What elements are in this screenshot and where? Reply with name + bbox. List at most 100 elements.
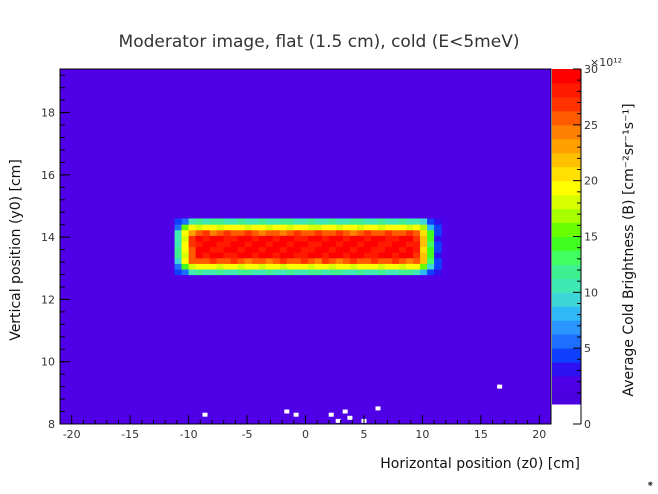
- heatmap-cell: [293, 240, 302, 248]
- heatmap-cell: [321, 235, 330, 242]
- heatmap-cell: [392, 246, 400, 253]
- heatmap-cell: [370, 224, 379, 231]
- heatmap-cell: [370, 229, 379, 236]
- heatmap-cell: [363, 268, 372, 276]
- heatmap-cell: [258, 246, 267, 253]
- heatmap-cell: [420, 218, 428, 225]
- heatmap-cell: [223, 257, 232, 264]
- heatmap-cell: [363, 257, 372, 264]
- heatmap-cell: [286, 235, 295, 242]
- heatmap-cell: [434, 252, 442, 259]
- empty-cell: [328, 412, 334, 417]
- heatmap-cell: [188, 235, 197, 242]
- colorbar-step: [552, 166, 581, 182]
- heatmap-cell: [244, 268, 253, 276]
- colorbar-step: [552, 348, 581, 363]
- heatmap-cell: [314, 229, 323, 236]
- heatmap-cell: [174, 268, 183, 276]
- empty-cell: [284, 409, 290, 414]
- heatmap-cell: [265, 240, 274, 248]
- empty-cell: [335, 418, 341, 423]
- heatmap-cell: [307, 229, 316, 236]
- empty-cell: [347, 415, 353, 420]
- heatmap-cell: [216, 257, 225, 264]
- heatmap-cell: [174, 224, 183, 231]
- heatmap-cell: [413, 235, 421, 242]
- heatmap-cell: [209, 252, 218, 259]
- heatmap-cell: [181, 235, 190, 242]
- heatmap-cell: [265, 268, 274, 276]
- heatmap-cell: [427, 229, 435, 236]
- colorbar-step: [552, 264, 581, 279]
- heatmap-cell: [181, 218, 190, 225]
- heatmap-cell: [349, 235, 358, 242]
- colorbar-tick-label: 25: [584, 119, 598, 132]
- heatmap-cell: [258, 218, 267, 225]
- heatmap-cell: [321, 268, 330, 276]
- x-tick-label: -15: [121, 428, 139, 441]
- heatmap-cell: [251, 246, 260, 253]
- heatmap-cell: [399, 246, 407, 253]
- heatmap-cell: [335, 235, 344, 242]
- heatmap-cell: [356, 224, 365, 231]
- heatmap-cell: [377, 240, 386, 248]
- heatmap-cell: [279, 240, 288, 248]
- heatmap-cell: [434, 268, 442, 276]
- heatmap-cell: [237, 252, 246, 259]
- heatmap-cell: [363, 224, 372, 231]
- heatmap-cell: [335, 257, 344, 264]
- heatmap-cell: [385, 257, 393, 264]
- heatmap-cell: [399, 257, 407, 264]
- heatmap-cell: [251, 240, 260, 248]
- heatmap-cell: [244, 218, 253, 225]
- heatmap-cell: [413, 263, 421, 270]
- heatmap-cell: [216, 252, 225, 259]
- heatmap-cell: [181, 224, 190, 231]
- heatmap-cell: [230, 257, 239, 264]
- colorbar-tick-label: 5: [584, 342, 591, 355]
- heatmap-cell: [349, 268, 358, 276]
- heatmap-cell: [293, 263, 302, 270]
- colorbar-axis-label: Average Cold Brightness (B) [cm⁻²sr⁻¹s⁻¹…: [621, 103, 637, 396]
- heatmap-cell: [265, 218, 274, 225]
- heatmap-cell: [399, 218, 407, 225]
- heatmap-cell: [181, 252, 190, 259]
- heatmap-cell: [286, 229, 295, 236]
- heatmap-cell: [293, 218, 302, 225]
- heatmap-cell: [272, 263, 281, 270]
- heatmap-cell: [370, 268, 379, 276]
- heatmap-cell: [321, 240, 330, 248]
- heatmap-cell: [237, 235, 246, 242]
- heatmap-cell: [314, 246, 323, 253]
- colorbar-tick-label: 0: [584, 418, 591, 431]
- heatmap-cell: [342, 229, 351, 236]
- heatmap-cell: [272, 235, 281, 242]
- heatmap-cell: [392, 224, 400, 231]
- heatmap-cell: [230, 240, 239, 248]
- heatmap-cell: [420, 229, 428, 236]
- heatmap-cell: [406, 229, 414, 236]
- heatmap-cell: [399, 229, 407, 236]
- heatmap-cell: [293, 229, 302, 236]
- heatmap-cell: [195, 224, 204, 231]
- heatmap-cell: [307, 257, 316, 264]
- heatmap-cell: [272, 252, 281, 259]
- colorbar-step: [552, 278, 581, 293]
- heatmap-cell: [307, 218, 316, 225]
- heatmap-cell: [427, 218, 435, 225]
- heatmap-cell: [188, 252, 197, 259]
- heatmap-cell: [356, 229, 365, 236]
- heatmap-cell: [209, 240, 218, 248]
- heatmap-cell: [399, 252, 407, 259]
- heatmap-cell: [434, 240, 442, 248]
- heatmap-cell: [342, 224, 351, 231]
- heatmap-cell: [413, 240, 421, 248]
- heatmap-cell: [272, 229, 281, 236]
- heatmap-cell: [314, 263, 323, 270]
- heatmap-cell: [399, 240, 407, 248]
- colorbar-step: [552, 110, 581, 126]
- heatmap-cell: [427, 263, 435, 270]
- heatmap-cell: [434, 224, 442, 231]
- heatmap-cell: [195, 240, 204, 248]
- heatmap-cell: [349, 224, 358, 231]
